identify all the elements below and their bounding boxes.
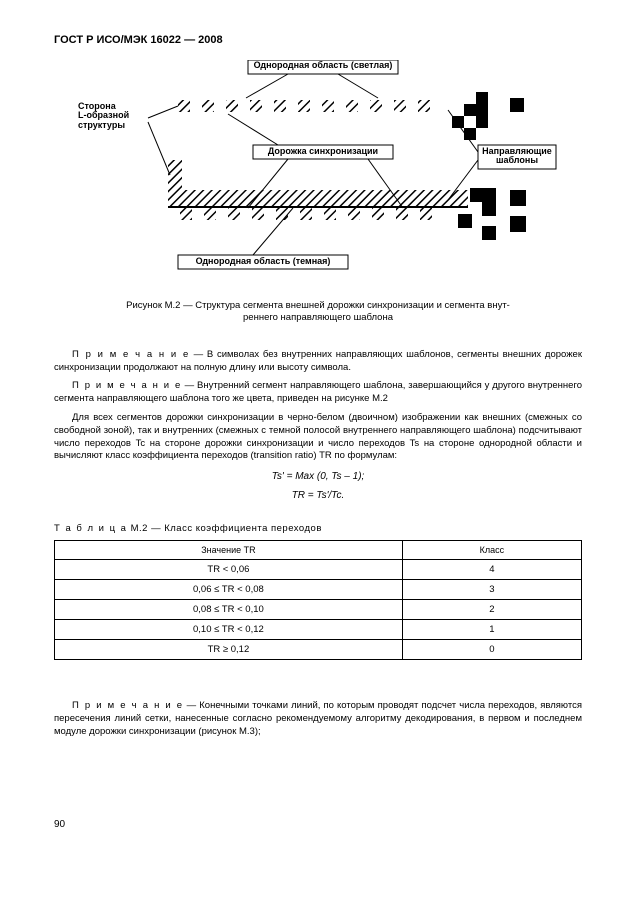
figure-label-top: Однородная область (светлая) [250, 61, 396, 70]
table-title-rest: М.2 — Класс коэффициента переходов [127, 523, 321, 534]
figure-label-bottom: Однородная область (темная) [180, 257, 346, 266]
table-row: 0,06 ≤ TR < 0,083 [55, 580, 582, 600]
note-1: П р и м е ч а н и е — В символах без вну… [54, 349, 582, 375]
table-row: 0,10 ≤ TR < 0,121 [55, 620, 582, 640]
figure-label-left: СторонаL-образнойструктуры [78, 102, 156, 130]
table-title-label: Т а б л и ц а [54, 523, 127, 534]
page: ГОСТ Р ИСО/МЭК 16022 — 2008 [0, 0, 630, 860]
table-header-tr: Значение TR [55, 541, 403, 560]
formula-2: TR = Ts'/Tc. [54, 490, 582, 501]
document-header: ГОСТ Р ИСО/МЭК 16022 — 2008 [54, 34, 582, 46]
note-3: П р и м е ч а н и е — Конечными точками … [54, 700, 582, 738]
table-row: 0,08 ≤ TR < 0,102 [55, 600, 582, 620]
figure-caption: Рисунок М.2 — Структура сегмента внешней… [54, 300, 582, 325]
table-row: TR ≥ 0,120 [55, 640, 582, 660]
table-row: TR < 0,064 [55, 560, 582, 580]
table-header-class: Класс [402, 541, 581, 560]
figure-label-right: Направляющиешаблоны [479, 147, 555, 166]
note-3-label: П р и м е ч а н и е [72, 700, 184, 711]
page-number: 90 [54, 819, 582, 830]
table-header-row: Значение TR Класс [55, 541, 582, 560]
note-2-label: П р и м е ч а н и е [72, 380, 182, 391]
formula-1: Ts' = Max (0, Ts – 1); [54, 471, 582, 482]
figure-label-mid: Дорожка синхронизации [255, 147, 391, 156]
note-1-label: П р и м е ч а н и е [72, 349, 190, 360]
figure-m2: Однородная область (светлая) СторонаL-об… [78, 60, 558, 290]
table-m2: Значение TR Класс TR < 0,064 0,06 ≤ TR <… [54, 540, 582, 660]
note-2: П р и м е ч а н и е — Внутренний сегмент… [54, 380, 582, 406]
paragraph-main: Для всех сегментов дорожки синхронизации… [54, 412, 582, 463]
table-title: Т а б л и ц а М.2 — Класс коэффициента п… [54, 523, 582, 534]
